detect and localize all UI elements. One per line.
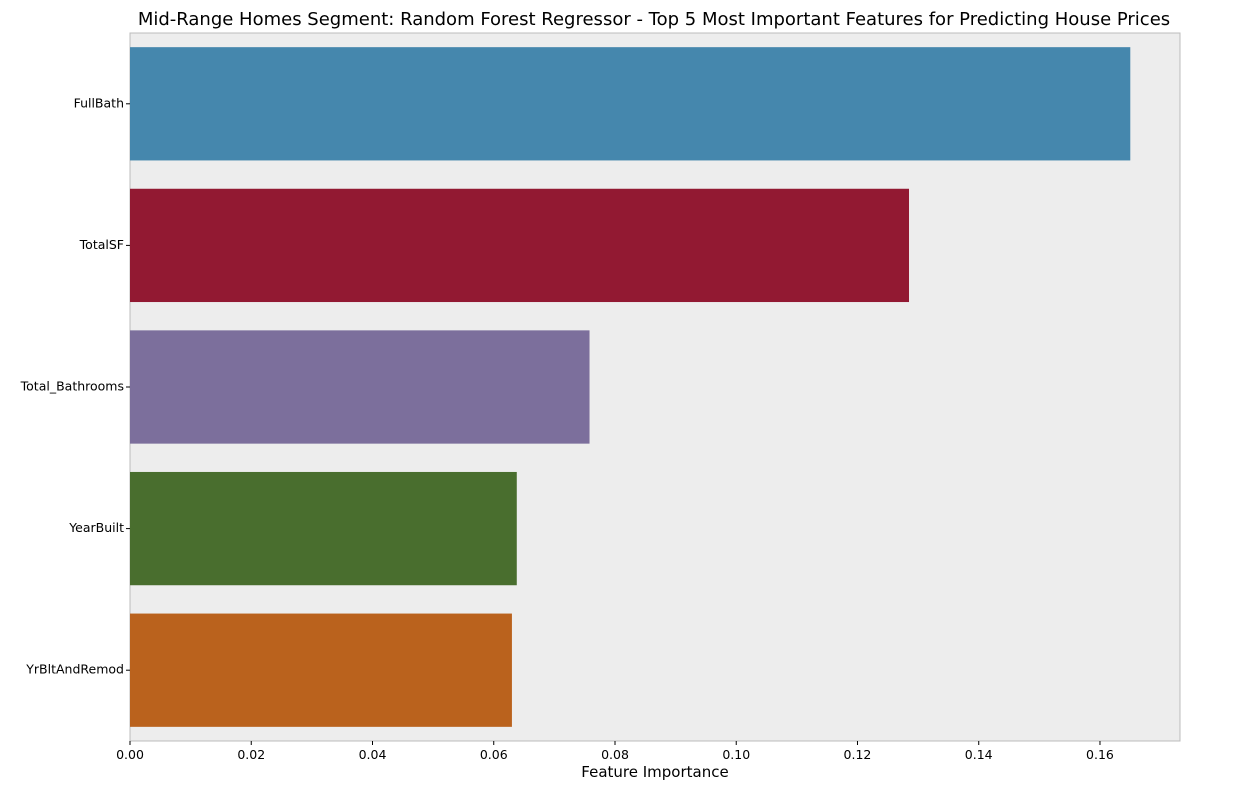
y-tick-label: YrBltAndRemod xyxy=(25,662,124,677)
bar-total-bathrooms xyxy=(130,330,590,444)
y-tick-label: Total_Bathrooms xyxy=(20,379,124,394)
bar-yearbuilt xyxy=(130,471,517,586)
y-tick-label: FullBath xyxy=(74,95,124,110)
x-tick-label: 0.02 xyxy=(237,747,265,762)
bar-fullbath xyxy=(130,47,1131,161)
x-tick-label: 0.04 xyxy=(359,747,387,762)
x-tick-label: 0.08 xyxy=(601,747,629,762)
bar-yrbltandremod xyxy=(130,613,512,727)
x-tick-label: 0.14 xyxy=(965,747,993,762)
x-tick-label: 0.06 xyxy=(480,747,508,762)
x-axis: 0.00 0.02 0.04 0.06 0.08 0.10 0.12 0.14 0.16 xyxy=(116,741,1114,762)
bar-totalsf xyxy=(130,188,910,303)
y-axis: FullBath TotalSF Total_Bathrooms YearBuilt Y… xyxy=(20,95,130,677)
x-axis-label: Feature Importance xyxy=(581,763,728,781)
x-tick-label: 0.16 xyxy=(1086,747,1114,762)
y-tick-label: YearBuilt xyxy=(68,520,124,535)
x-tick-label: 0.10 xyxy=(722,747,750,762)
chart-title: Mid-Range Homes Segment: Random Forest R… xyxy=(138,9,1170,30)
y-tick-label: TotalSF xyxy=(79,237,124,252)
bars-layer xyxy=(130,47,1131,727)
x-tick-label: 0.12 xyxy=(844,747,872,762)
x-tick-label: 0.00 xyxy=(116,747,144,762)
